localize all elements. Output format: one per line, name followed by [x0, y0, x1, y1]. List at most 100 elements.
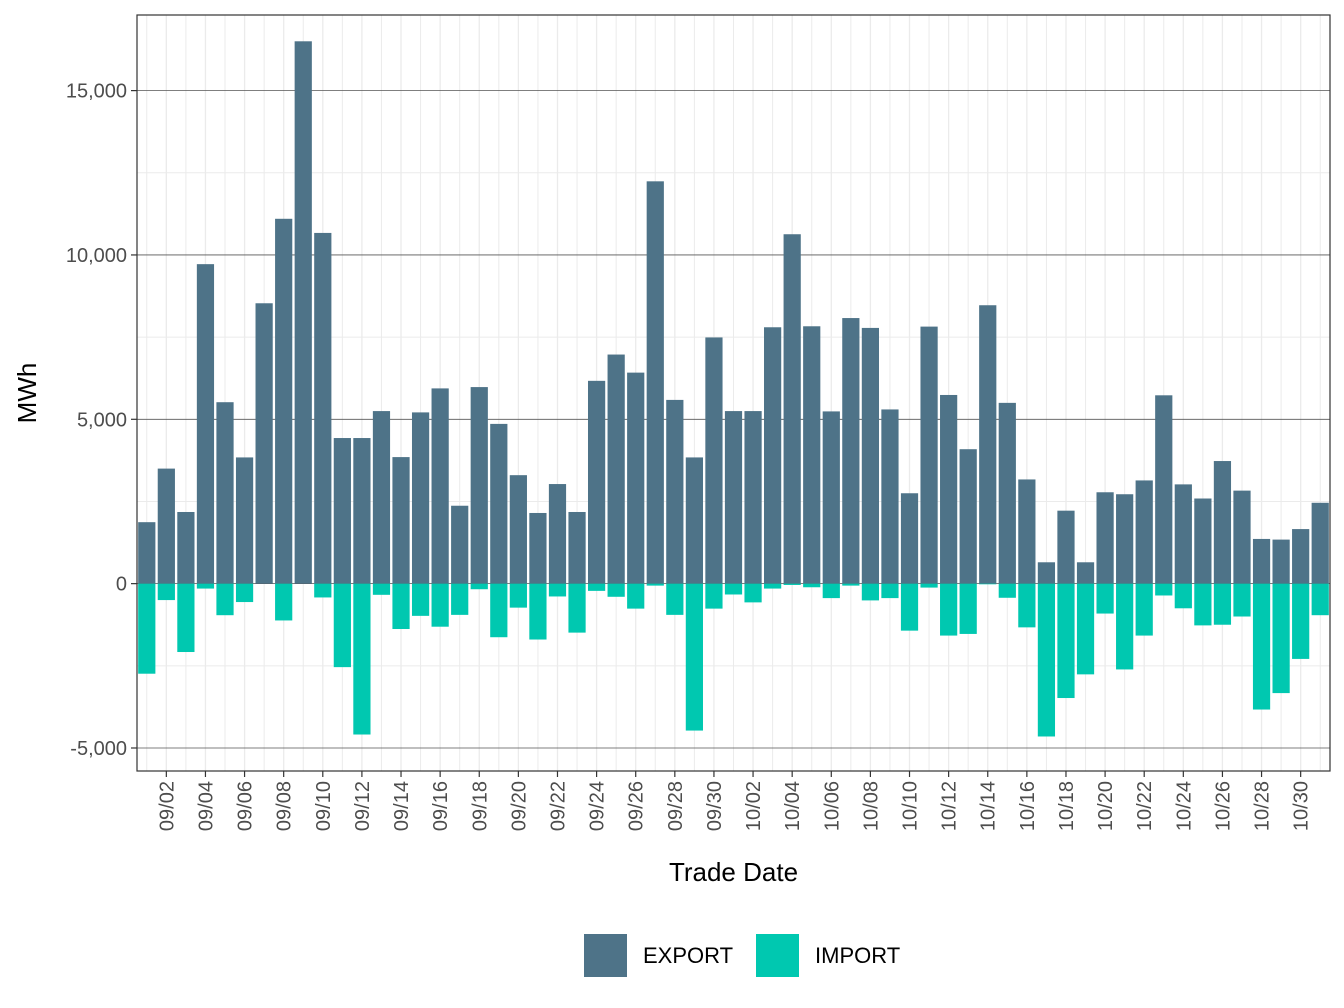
- import-bar: [1252, 583, 1271, 710]
- x-tick-label: 10/18: [1056, 781, 1078, 831]
- import-bar: [1155, 583, 1173, 596]
- export-bar: [705, 337, 723, 584]
- x-tick-label: 10/06: [821, 781, 843, 831]
- export-bar: [353, 438, 371, 584]
- x-tick-label: 10/16: [1017, 781, 1039, 831]
- x-tick-label: 10/22: [1134, 781, 1156, 831]
- y-axis: -5,000 0 5,000 10,000 15,000: [66, 81, 137, 760]
- export-bar: [294, 41, 312, 584]
- y-axis-title: MWh: [12, 363, 42, 424]
- export-bar: [1292, 529, 1310, 584]
- export-bar: [822, 411, 840, 584]
- export-bar: [490, 423, 508, 584]
- x-axis: 09/02 09/04 09/06 09/08 09/10 09/12 09/14 09/16…: [156, 771, 1313, 831]
- import-bar: [529, 583, 547, 640]
- panel-border: [136, 14, 1331, 772]
- export-bar: [1096, 492, 1114, 584]
- y-tick-label: 5,000: [77, 409, 127, 431]
- import-bar: [587, 583, 606, 591]
- import-bar: [803, 583, 821, 588]
- export-bar: [900, 493, 919, 584]
- x-tick-label: 10/28: [1252, 781, 1274, 831]
- x-tick-label: 09/08: [274, 781, 296, 831]
- x-tick-label: 10/10: [900, 781, 922, 831]
- export-bar: [1155, 395, 1173, 584]
- y-tick-label: 15,000: [66, 81, 127, 103]
- import-bar: [138, 583, 156, 674]
- import-bar: [1018, 583, 1036, 628]
- export-bar: [235, 457, 254, 584]
- x-tick-label: 10/26: [1212, 781, 1234, 831]
- export-bar: [959, 449, 977, 584]
- export-bar: [255, 303, 273, 584]
- x-tick-label: 10/30: [1291, 781, 1313, 831]
- export-bar: [1116, 494, 1134, 584]
- bars: [138, 41, 1329, 737]
- export-bar: [1311, 502, 1329, 584]
- import-legend-swatch: [756, 934, 799, 977]
- import-bar: [646, 583, 664, 586]
- import-bar: [177, 583, 195, 653]
- x-tick-label: 10/24: [1173, 781, 1195, 831]
- export-bar: [372, 411, 391, 584]
- export-bar: [529, 512, 547, 584]
- import-bar: [822, 583, 840, 599]
- import-bar: [411, 583, 430, 616]
- x-tick-label: 09/20: [508, 781, 530, 831]
- export-bar: [1057, 510, 1075, 584]
- import-bar: [235, 583, 254, 603]
- import-bar: [333, 583, 351, 668]
- import-bar: [979, 583, 997, 585]
- x-tick-label: 09/16: [430, 781, 452, 831]
- import-bar: [940, 583, 958, 636]
- import-bar: [1096, 583, 1114, 614]
- x-tick-label: 10/02: [743, 781, 765, 831]
- import-bar: [842, 583, 860, 586]
- x-tick-label: 09/06: [235, 781, 257, 831]
- import-bar: [900, 583, 919, 631]
- export-bar: [881, 409, 899, 584]
- import-bar: [1057, 583, 1075, 699]
- import-bar: [451, 583, 469, 615]
- export-bar: [275, 218, 293, 584]
- export-bar: [587, 380, 606, 584]
- x-tick-label: 09/10: [313, 781, 335, 831]
- export-bar: [411, 412, 430, 584]
- export-bar: [685, 457, 703, 584]
- export-bar: [314, 232, 332, 584]
- x-tick-label: 09/04: [195, 781, 217, 831]
- import-bar: [509, 583, 527, 608]
- export-bar: [861, 327, 880, 584]
- export-bar: [196, 264, 215, 584]
- export-bar: [666, 399, 684, 584]
- export-bar: [920, 326, 938, 584]
- x-tick-label: 09/30: [704, 781, 726, 831]
- export-bar: [783, 234, 801, 584]
- import-bar: [275, 583, 293, 621]
- export-bar: [744, 411, 762, 584]
- export-bar: [1018, 479, 1036, 584]
- import-bar: [724, 583, 743, 595]
- grid-minor: [137, 15, 1330, 771]
- x-tick-label: 09/02: [156, 781, 178, 831]
- import-bar: [861, 583, 880, 601]
- import-bar: [705, 583, 723, 609]
- import-bar: [783, 583, 801, 585]
- x-tick-label: 09/26: [626, 781, 648, 831]
- x-tick-label: 09/22: [547, 781, 569, 831]
- import-bar: [1292, 583, 1310, 659]
- import-bar: [1233, 583, 1251, 617]
- import-bar: [568, 583, 586, 633]
- import-bar: [470, 583, 488, 590]
- x-axis-title: Trade Date: [669, 857, 798, 887]
- export-bar: [509, 475, 527, 584]
- import-bar: [1272, 583, 1290, 694]
- export-bar: [548, 484, 567, 584]
- import-bar: [744, 583, 762, 603]
- import-bar: [353, 583, 371, 735]
- import-bar: [392, 583, 410, 630]
- import-bar: [1194, 583, 1212, 626]
- export-legend-swatch: [584, 934, 627, 977]
- export-bar: [627, 372, 645, 584]
